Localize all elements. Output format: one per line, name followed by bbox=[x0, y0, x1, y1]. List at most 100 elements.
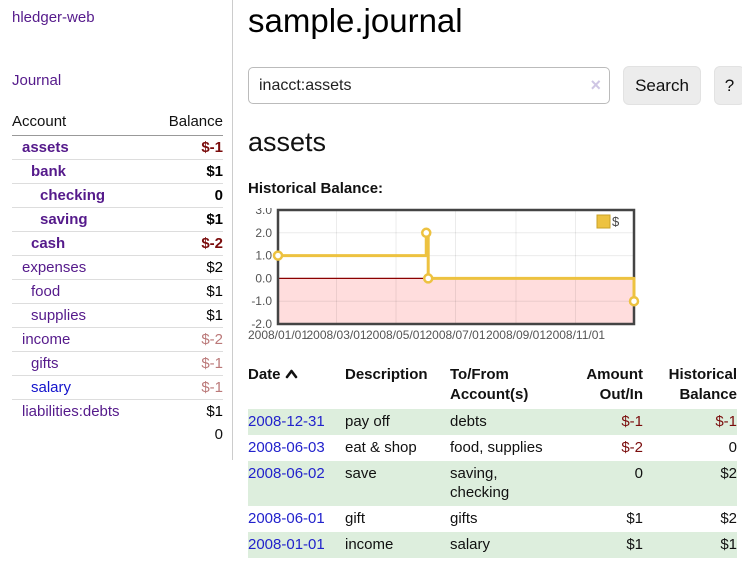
account-row: income $-2 bbox=[12, 327, 223, 352]
x-tick-label: 2008/11/01 bbox=[546, 328, 605, 342]
transaction-description: eat & shop bbox=[345, 439, 417, 456]
account-link[interactable]: checking bbox=[40, 187, 106, 204]
account-link[interactable]: salary bbox=[31, 379, 72, 396]
account-link[interactable]: bank bbox=[31, 163, 67, 180]
register-row: 2008-06-02 save saving, checking 0 $2 bbox=[248, 461, 737, 506]
search-button[interactable]: Search bbox=[623, 66, 701, 105]
transaction-amount: $1 bbox=[626, 510, 643, 527]
register-header-row: Date Description To/From Account(s) Amou… bbox=[248, 365, 737, 409]
account-balance: $-1 bbox=[201, 139, 223, 156]
transaction-accounts: saving, checking bbox=[450, 465, 510, 501]
x-tick-label: 2008/09/01 bbox=[486, 328, 546, 342]
y-tick-label: 3.0 bbox=[255, 208, 272, 217]
account-balance: $1 bbox=[152, 207, 223, 232]
help-button[interactable]: ? bbox=[714, 66, 742, 105]
transaction-accounts: debts bbox=[450, 413, 487, 430]
account-link[interactable]: cash bbox=[31, 235, 66, 252]
x-tick-label: 2008/05/01 bbox=[366, 328, 426, 342]
account-link[interactable]: liabilities:debts bbox=[22, 403, 120, 420]
register-header-description: Description bbox=[345, 366, 428, 383]
main-content: sample.journal × Search ? assets Histori… bbox=[233, 0, 742, 558]
account-row: liabilities:debts $1 bbox=[12, 399, 223, 423]
account-balance: $-1 bbox=[152, 351, 223, 376]
historical-balance-chart: $3.0 2.0 1.0 0.0 -1.0 -2.0 2008/01/01 2008/03/0… bbox=[248, 208, 668, 348]
account-balance: $-2 bbox=[152, 327, 223, 352]
account-row: supplies $1 bbox=[12, 303, 223, 328]
legend-swatch bbox=[596, 214, 611, 229]
accounts-total-value: 0 bbox=[214, 426, 223, 443]
account-link[interactable]: food bbox=[31, 283, 61, 300]
register-header-amount: Amount Out/In bbox=[586, 366, 643, 403]
transaction-accounts: food, supplies bbox=[450, 439, 543, 456]
account-link[interactable]: income bbox=[22, 331, 71, 348]
transaction-accounts: salary bbox=[450, 536, 491, 553]
search-row: × Search ? bbox=[248, 66, 742, 105]
accounts-table: Account Balance assets $-1 bank $1 checking 0… bbox=[12, 110, 223, 446]
negative-region bbox=[278, 278, 634, 324]
account-row: food $1 bbox=[12, 279, 223, 304]
y-tick-label: 2.0 bbox=[255, 226, 272, 240]
data-point bbox=[422, 273, 434, 284]
transaction-date-link[interactable]: 2008-01-01 bbox=[248, 536, 325, 553]
transaction-description: gift bbox=[345, 510, 366, 527]
data-point bbox=[272, 250, 284, 261]
transaction-balance: $2 bbox=[720, 465, 737, 482]
account-row: expenses $2 bbox=[12, 255, 223, 280]
clear-search-icon[interactable]: × bbox=[590, 75, 601, 95]
plot-border bbox=[276, 208, 636, 326]
transaction-description: save bbox=[345, 465, 377, 482]
account-link[interactable]: supplies bbox=[31, 307, 87, 324]
transaction-date-link[interactable]: 2008-06-01 bbox=[248, 510, 325, 527]
account-row: saving $1 bbox=[12, 207, 223, 232]
search-input[interactable] bbox=[248, 67, 610, 104]
y-tick-label: 0.0 bbox=[255, 271, 272, 285]
account-row: checking 0 bbox=[12, 183, 223, 208]
account-balance: $1 bbox=[152, 159, 223, 184]
account-balance: $2 bbox=[152, 255, 223, 280]
transaction-balance: 0 bbox=[728, 439, 737, 456]
account-link[interactable]: saving bbox=[40, 211, 88, 228]
transaction-amount: $1 bbox=[626, 536, 643, 553]
transaction-date-link[interactable]: 2008-06-03 bbox=[248, 439, 325, 456]
x-tick-label: 2008/01/01 bbox=[248, 328, 308, 342]
account-row: assets $-1 bbox=[12, 136, 223, 160]
account-balance: $-1 bbox=[152, 375, 223, 400]
account-title: assets bbox=[248, 127, 327, 157]
transaction-balance: $1 bbox=[720, 536, 737, 553]
register-table-body: 2008-12-31 pay off debts $-1 $-1 2008-06-03 ea… bbox=[248, 409, 737, 558]
register-row: 2008-06-01 gift gifts $1 $2 bbox=[248, 506, 737, 532]
x-tick-label: 2008/03/01 bbox=[306, 328, 366, 342]
y-tick-label: -1.0 bbox=[251, 294, 272, 308]
balance-chart-svg: $3.0 2.0 1.0 0.0 -1.0 -2.02008/01/012008/03/0… bbox=[248, 208, 640, 342]
account-balance: $-2 bbox=[152, 231, 223, 256]
register-header-accounts: To/From Account(s) bbox=[450, 366, 529, 403]
register-header-date[interactable]: Date bbox=[248, 365, 345, 409]
transaction-balance: $-1 bbox=[715, 413, 737, 430]
transaction-accounts: gifts bbox=[450, 510, 478, 527]
account-link[interactable]: gifts bbox=[31, 355, 59, 372]
y-tick-label: -2.0 bbox=[251, 317, 272, 331]
sort-asc-icon bbox=[285, 369, 297, 379]
account-balance: 0 bbox=[152, 183, 223, 208]
account-balance: $1 bbox=[152, 399, 223, 423]
account-link[interactable]: expenses bbox=[22, 259, 87, 276]
search-wrap: × bbox=[248, 67, 610, 104]
transaction-date-link[interactable]: 2008-06-02 bbox=[248, 465, 325, 482]
page-title: sample.journal bbox=[248, 2, 463, 39]
y-tick-label: 1.0 bbox=[255, 249, 272, 263]
account-row: gifts $-1 bbox=[12, 351, 223, 376]
transaction-description: pay off bbox=[345, 413, 390, 430]
account-row: cash $-2 bbox=[12, 231, 223, 256]
register-header-balance: Historical Balance bbox=[668, 366, 737, 403]
chart-section-label: Historical Balance: bbox=[248, 180, 384, 197]
legend-label: $ bbox=[612, 214, 620, 229]
nav-journal-link[interactable]: Journal bbox=[12, 72, 62, 89]
account-balance: $1 bbox=[152, 303, 223, 328]
accounts-header-balance: Balance bbox=[152, 110, 223, 136]
data-point bbox=[628, 295, 640, 307]
app-brand: hledger-web bbox=[12, 9, 95, 26]
account-balance: $1 bbox=[152, 279, 223, 304]
account-link[interactable]: assets bbox=[22, 139, 69, 156]
register-row: 2008-12-31 pay off debts $-1 $-1 bbox=[248, 409, 737, 435]
transaction-date-link[interactable]: 2008-12-31 bbox=[248, 413, 325, 430]
